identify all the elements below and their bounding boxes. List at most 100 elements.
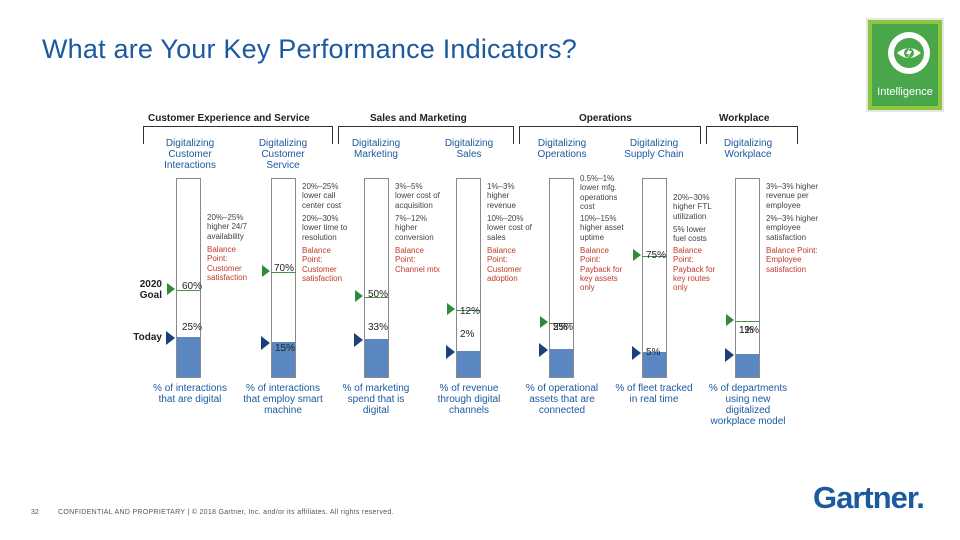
gartner-logo: Gartner. xyxy=(813,480,925,515)
benefit-note: 20%–30% higher FTL utilization xyxy=(673,193,712,221)
goal-marker xyxy=(633,249,641,261)
benefit-note: 20%–30% lower time to resolution xyxy=(302,214,348,242)
column-heading: Digitalizing Workplace xyxy=(723,138,773,160)
today-marker xyxy=(539,343,548,357)
benefit-note: 7%–12% higher conversion xyxy=(395,214,434,242)
column-caption: % of revenue through digital channels xyxy=(437,383,501,416)
goal-line xyxy=(364,297,389,298)
section-workplace: Workplace xyxy=(719,113,770,124)
goal-marker xyxy=(726,314,734,326)
section-bracket xyxy=(706,126,798,144)
goal-line xyxy=(456,310,481,311)
goal-line xyxy=(176,290,201,291)
goal-value: 60% xyxy=(182,281,203,292)
kpi-bar xyxy=(735,178,760,378)
today-fill xyxy=(365,339,388,377)
goal-marker xyxy=(262,265,270,277)
goal-line xyxy=(549,323,574,324)
page-number: 32 xyxy=(31,509,39,516)
today-fill xyxy=(272,342,295,377)
today-marker xyxy=(261,336,270,350)
column-heading: Digitalizing Customer Service xyxy=(258,138,308,171)
today-fill xyxy=(643,352,666,377)
today-value: 2% xyxy=(460,329,475,340)
benefit-note: 20%–25% higher 24/7 availability xyxy=(207,213,248,241)
goal-row-label: 2020 Goal xyxy=(139,279,162,301)
goal-line xyxy=(735,321,760,322)
section-sales-marketing: Sales and Marketing xyxy=(370,113,467,124)
today-marker xyxy=(446,345,455,359)
kpi-bar xyxy=(549,178,574,378)
today-row-label: Today xyxy=(133,332,162,343)
benefit-note: 20%–25% lower call center cost xyxy=(302,182,342,210)
today-fill xyxy=(550,349,573,377)
column-heading: Digitalizing Operations xyxy=(537,138,587,160)
goal-value: 50% xyxy=(368,289,389,300)
kpi-bar xyxy=(364,178,389,378)
column-heading: Digitalizing Marketing xyxy=(351,138,401,160)
goal-marker xyxy=(447,303,455,315)
column-caption: % of operational assets that are connect… xyxy=(525,383,599,416)
balance-point-note: Balance Point: Payback for key assets on… xyxy=(580,246,623,293)
benefit-note: 10%–15% higher asset uptime xyxy=(580,214,624,242)
column-caption: % of fleet tracked in real time xyxy=(615,383,693,405)
column-heading: Digitalizing Customer Interactions xyxy=(164,138,216,171)
section-operations: Operations xyxy=(579,113,632,124)
kpi-bar xyxy=(271,178,296,378)
today-value: 1% xyxy=(739,325,754,336)
eye-lightning-icon xyxy=(888,32,930,74)
benefit-note: 5% lower fuel costs xyxy=(673,225,707,244)
benefit-note: 10%–20% lower cost of sales xyxy=(487,214,532,242)
section-customer-experience: Customer Experience and Service xyxy=(148,113,310,124)
footer-copyright: CONFIDENTIAL AND PROPRIETARY | © 2018 Ga… xyxy=(58,509,394,516)
balance-point-note: Balance Point: Customer satisfaction xyxy=(207,245,248,282)
today-fill xyxy=(177,337,200,377)
today-value: 33% xyxy=(368,322,389,333)
goal-value: 12% xyxy=(460,306,481,317)
balance-point-note: Balance Point: Employee satisfaction xyxy=(766,246,818,274)
goal-value: 25% xyxy=(553,322,574,333)
kpi-bar xyxy=(176,178,201,378)
column-heading: Digitalizing Supply Chain xyxy=(624,138,684,160)
goal-marker xyxy=(167,283,175,295)
balance-point-note: Balance Point: Channel mtx xyxy=(395,246,440,274)
goal-value: 75% xyxy=(646,250,667,261)
column-caption: % of interactions that are digital xyxy=(153,383,227,405)
column-caption: % of departments using new digitalized w… xyxy=(708,383,788,427)
goal-marker xyxy=(540,316,548,328)
goal-value: 70% xyxy=(274,263,295,274)
goal-line xyxy=(642,256,667,257)
today-value: 25% xyxy=(182,322,203,333)
today-marker xyxy=(354,333,363,347)
today-fill xyxy=(457,351,480,377)
section-bracket xyxy=(519,126,701,144)
goal-marker xyxy=(355,290,363,302)
today-marker xyxy=(725,348,734,362)
balance-point-note: Balance Point: Payback for key routes on… xyxy=(673,246,716,293)
goal-line xyxy=(271,272,296,273)
today-value: 15% xyxy=(275,343,296,354)
benefit-note: 0.5%–1% lower mfg. operations cost xyxy=(580,174,618,211)
goal-value: 12% xyxy=(739,325,760,336)
intelligence-badge: Intelligence xyxy=(866,18,944,112)
benefit-note: 3%–3% higher revenue per employee xyxy=(766,182,819,210)
today-marker xyxy=(166,331,175,345)
benefit-note: 2%–3% higher employee satisfaction xyxy=(766,214,819,242)
benefit-note: 1%–3% higher revenue xyxy=(487,182,516,210)
today-marker xyxy=(632,346,641,360)
column-caption: % of marketing spend that is digital xyxy=(342,383,410,416)
balance-point-note: Balance Point: Customer satisfaction xyxy=(302,246,343,283)
benefit-note: 3%–5% lower cost of acquisition xyxy=(395,182,440,210)
kpi-bar xyxy=(642,178,667,378)
section-bracket xyxy=(338,126,514,144)
today-value: 5% xyxy=(646,347,661,358)
today-value: 5% xyxy=(553,322,568,333)
badge-label: Intelligence xyxy=(877,86,933,98)
column-caption: % of interactions that employ smart mach… xyxy=(243,383,323,416)
column-heading: Digitalizing Sales xyxy=(444,138,494,160)
kpi-bar xyxy=(456,178,481,378)
balance-point-note: Balance Point: Customer adoption xyxy=(487,246,522,283)
section-bracket xyxy=(143,126,333,144)
page-title: What are Your Key Performance Indicators… xyxy=(42,34,577,64)
today-fill xyxy=(736,354,759,377)
